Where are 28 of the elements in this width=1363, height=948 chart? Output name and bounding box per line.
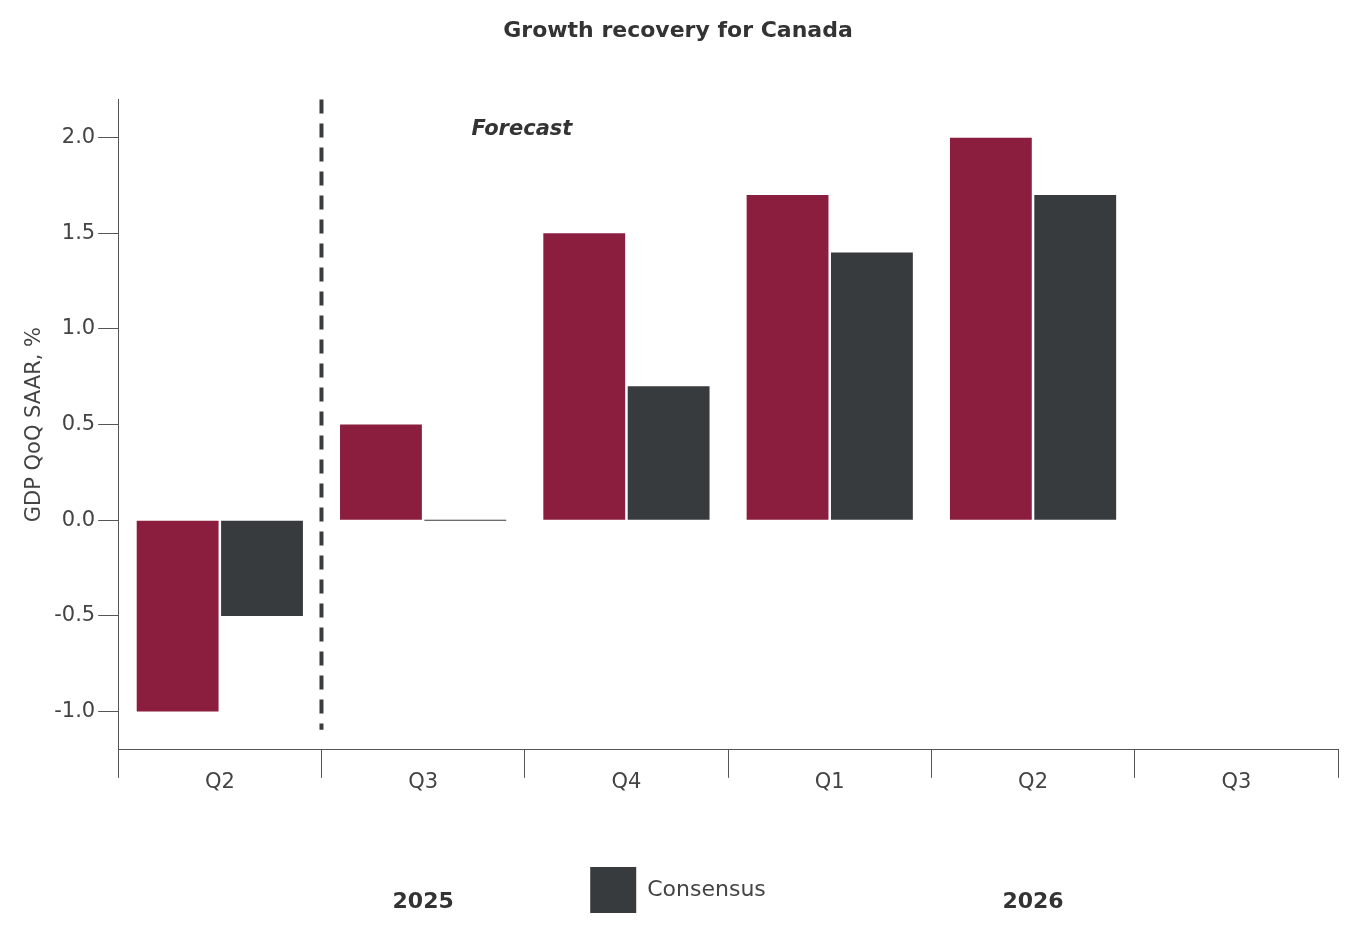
y-tick-label: 1.5 [61,219,96,244]
bar [949,137,1032,520]
text: 2025 [392,887,454,913]
x-tick-label: Q1 [814,768,845,793]
y-axis-title: GDP QoQ SAAR, % [21,326,46,523]
y-tick-label: -1.0 [54,697,96,722]
x-tick-label: Q3 [408,768,439,793]
y-tick-label: -0.5 [54,602,96,627]
y-tick-label: 2.0 [61,124,96,149]
x-tick-label: Q2 [1018,768,1048,793]
x-tick-label: Q4 [611,768,642,793]
bar [1034,195,1117,520]
y-tick-label: 0.5 [61,411,96,436]
legend-label: Consensus [647,875,766,901]
text: 2026 [1002,887,1064,913]
bar [221,520,303,616]
bar [340,424,422,520]
annotation: Forecast [471,115,574,140]
chart-title: Growth recovery for Canada [503,16,853,42]
bar [136,520,219,712]
bar [627,386,710,520]
bar [543,233,626,520]
y-tick-label: 0.0 [61,506,96,531]
x-tick-label: Q2 [204,768,235,793]
bar [746,195,829,520]
y-tick-label: 1.0 [61,315,96,340]
x-tick-label: Q3 [1221,768,1252,793]
bar [831,252,913,520]
